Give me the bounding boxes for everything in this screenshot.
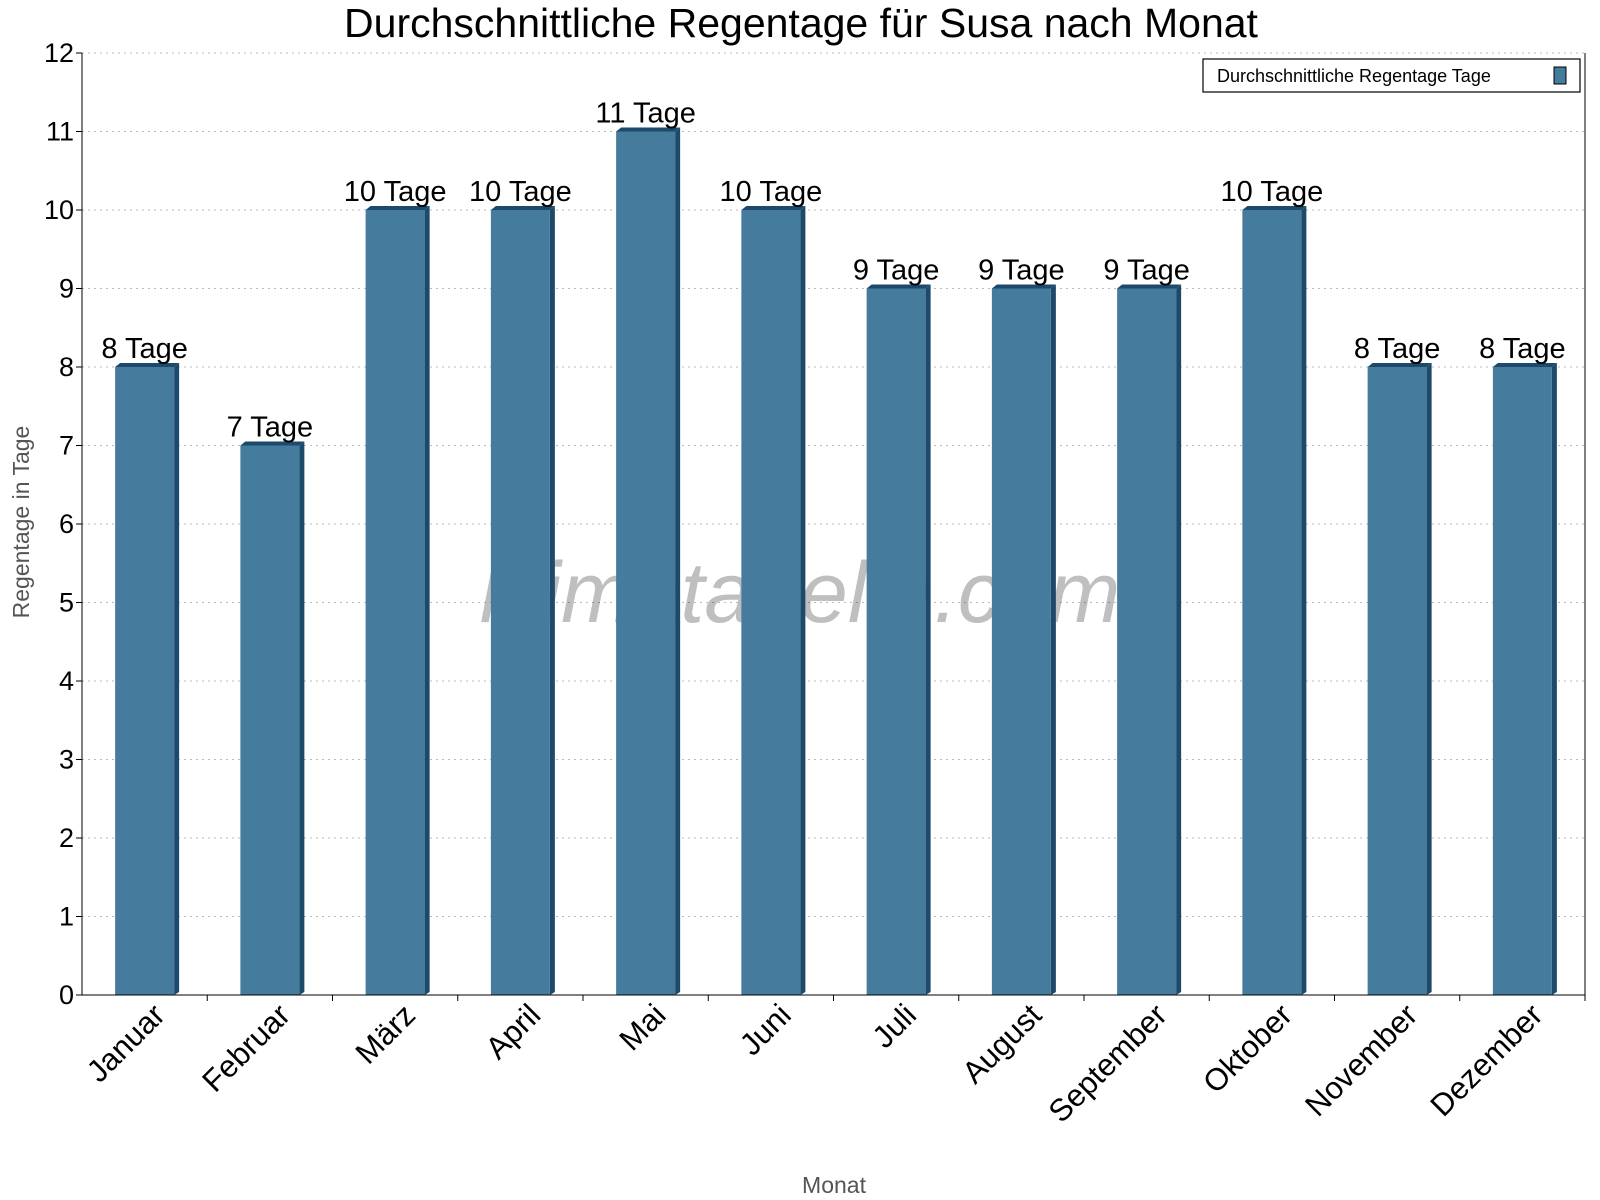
y-tick-label: 12 [44, 38, 74, 68]
bar-side [174, 363, 180, 995]
y-tick-label: 5 [59, 588, 74, 618]
bar [866, 288, 926, 995]
y-tick-label: 6 [59, 509, 74, 539]
bar [616, 131, 676, 995]
data-label: 9 Tage [853, 255, 940, 287]
bar-side [800, 206, 806, 995]
x-tick-label: August [955, 997, 1048, 1090]
x-tick-label: Juli [865, 997, 923, 1055]
bar-top [616, 127, 681, 132]
chart-title: Durchschnittliche Regentage für Susa nac… [344, 0, 1259, 46]
y-tick-label: 8 [59, 352, 74, 382]
y-tick-label: 7 [59, 431, 74, 461]
bar [1242, 210, 1302, 995]
legend-swatch [1553, 66, 1567, 85]
data-label: 11 Tage [595, 98, 696, 130]
bar-side [1050, 284, 1056, 995]
data-label: 8 Tage [101, 333, 188, 365]
legend-box [1202, 58, 1581, 93]
x-tick-label: Dezember [1423, 997, 1549, 1123]
data-label: 10 Tage [1221, 176, 1324, 208]
bar-side [1176, 284, 1182, 995]
bar-top [1492, 363, 1557, 367]
bar-side [1301, 206, 1307, 995]
bar-side [675, 127, 681, 995]
bar [490, 210, 550, 995]
data-label: 9 Tage [1103, 255, 1190, 287]
data-label: 10 Tage [344, 176, 447, 208]
y-tick-label: 2 [59, 823, 74, 853]
bar-side [424, 206, 430, 995]
y-tick-label: 1 [59, 902, 74, 932]
bar [991, 288, 1051, 995]
bar-side [1426, 363, 1432, 995]
bar-top [240, 441, 305, 446]
bar-top [866, 284, 931, 289]
bar [1117, 288, 1177, 995]
bar-top [1242, 206, 1307, 210]
x-tick-label: Oktober [1196, 997, 1299, 1100]
bar-top [365, 206, 430, 210]
bar [240, 445, 300, 995]
bar-side [299, 441, 305, 995]
x-tick-label: Februar [195, 997, 297, 1099]
x-tick-label: April [479, 997, 548, 1066]
y-tick-label: 9 [59, 274, 74, 304]
bar [741, 210, 801, 995]
y-tick-label: 4 [59, 666, 74, 696]
y-tick-label: 10 [44, 195, 74, 225]
bar-side [925, 284, 931, 995]
bar [1492, 367, 1552, 995]
bar-side [1551, 363, 1557, 995]
data-label: 10 Tage [469, 176, 572, 208]
data-label: 10 Tage [720, 176, 823, 208]
bar-top [1117, 284, 1182, 289]
data-label: 8 Tage [1354, 333, 1441, 365]
data-label: 7 Tage [227, 412, 314, 444]
data-label: 8 Tage [1479, 333, 1566, 365]
x-tick-label: März [349, 997, 422, 1070]
x-axis-label: Monat [802, 1172, 867, 1198]
bar [365, 210, 425, 995]
data-label: 9 Tage [978, 255, 1065, 287]
bar-top [991, 284, 1056, 289]
x-tick-label: Mai [613, 997, 673, 1057]
legend: Durchschnittliche Regentage Tage [1202, 58, 1581, 93]
x-tick-label: Januar [80, 997, 172, 1089]
legend-label: Durchschnittliche Regentage Tage [1217, 66, 1491, 86]
bar [115, 367, 175, 995]
x-tick-label: November [1298, 997, 1424, 1123]
bar-side [549, 206, 555, 995]
y-tick-label: 0 [59, 980, 74, 1010]
bar-top [490, 206, 555, 210]
x-tick-label: Juni [733, 997, 798, 1062]
y-tick-label: 3 [59, 745, 74, 775]
bar-top [741, 206, 806, 210]
bar-top [115, 363, 180, 367]
y-tick-label: 11 [46, 117, 74, 147]
bar [1367, 367, 1427, 995]
y-axis-label: Regentage in Tage [8, 426, 34, 619]
x-tick-label: September [1042, 997, 1174, 1129]
bar-top [1367, 363, 1432, 367]
